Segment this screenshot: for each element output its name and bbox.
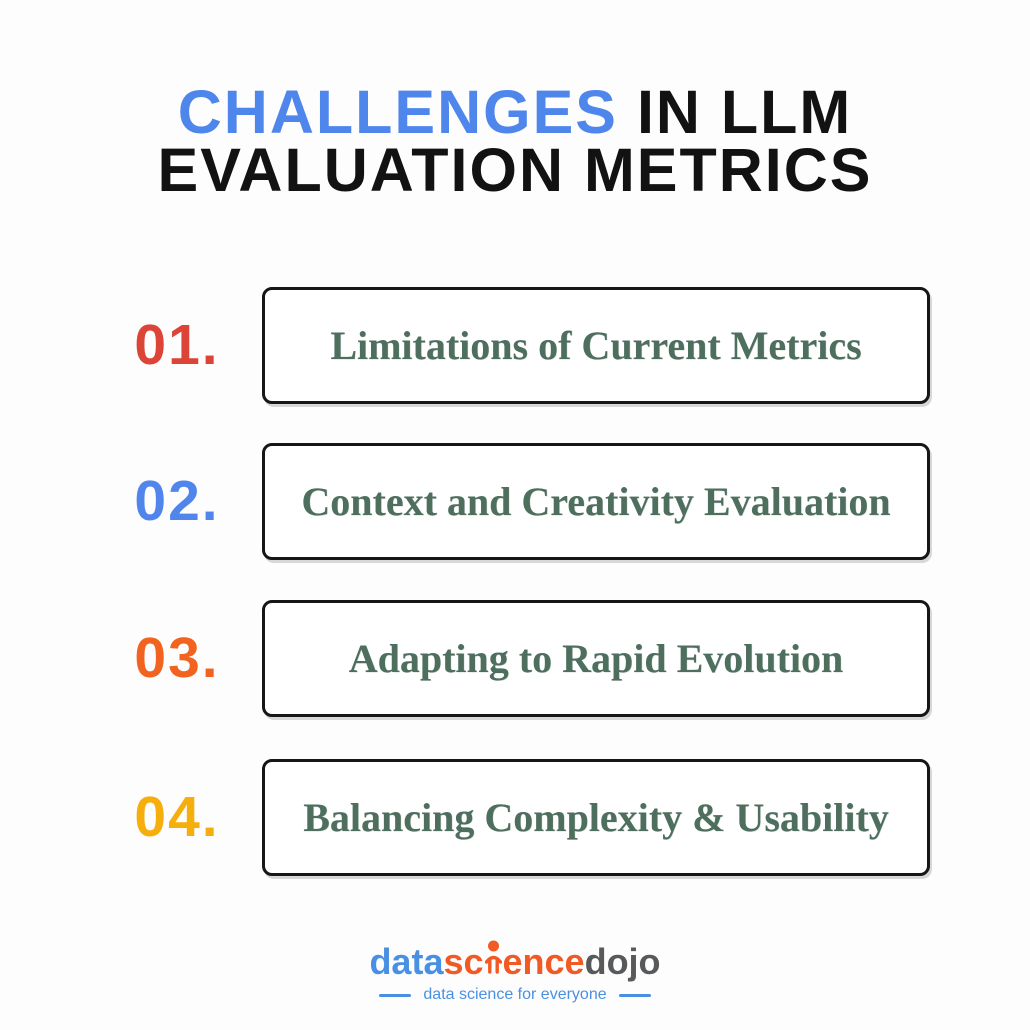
challenge-row-2: 02. Context and Creativity Evaluation bbox=[0, 443, 1030, 560]
brand-logo: datasc encedojo bbox=[0, 940, 1030, 980]
item-label-2: Context and Creativity Evaluation bbox=[301, 479, 891, 524]
tagline-dash-left bbox=[379, 993, 412, 997]
item-number-1: 01. bbox=[134, 313, 220, 377]
footer-logo: datasc encedojo data science for everyone bbox=[0, 940, 1030, 1004]
item-box-1: Limitations of Current Metrics bbox=[262, 287, 930, 404]
item-box-2: Context and Creativity Evaluation bbox=[262, 443, 930, 560]
tagline-dash-right bbox=[618, 993, 651, 997]
item-box-4: Balancing Complexity & Usability bbox=[262, 759, 930, 876]
item-label-1: Limitations of Current Metrics bbox=[330, 323, 862, 368]
challenge-row-3: 03. Adapting to Rapid Evolution bbox=[0, 600, 1030, 717]
person-icon bbox=[484, 940, 502, 974]
page-title: CHALLENGES IN LLM EVALUATION METRICS bbox=[0, 82, 1030, 201]
challenge-row-4: 04. Balancing Complexity & Usability bbox=[0, 759, 1030, 876]
item-label-3: Adapting to Rapid Evolution bbox=[348, 636, 844, 681]
title-highlight: CHALLENGES bbox=[177, 78, 618, 146]
item-box-3: Adapting to Rapid Evolution bbox=[262, 600, 930, 717]
tagline-text: data science for everyone bbox=[423, 986, 607, 1003]
brand-tagline: data science for everyone bbox=[0, 986, 1030, 1004]
logo-word-science: sc ence bbox=[443, 940, 585, 982]
title-rest: IN LLM bbox=[618, 78, 853, 146]
logo-science-suffix: ence bbox=[502, 941, 585, 982]
title-line2: EVALUATION METRICS bbox=[157, 135, 873, 204]
item-number-3: 03. bbox=[134, 626, 220, 690]
challenge-row-1: 01. Limitations of Current Metrics bbox=[0, 287, 1030, 404]
logo-word-dojo: dojo bbox=[584, 941, 661, 982]
logo-word-data: data bbox=[369, 941, 444, 982]
item-number-2: 02. bbox=[134, 469, 220, 533]
item-number-4: 04. bbox=[134, 785, 220, 849]
item-label-4: Balancing Complexity & Usability bbox=[303, 795, 889, 840]
logo-science-prefix: sc bbox=[443, 941, 484, 982]
